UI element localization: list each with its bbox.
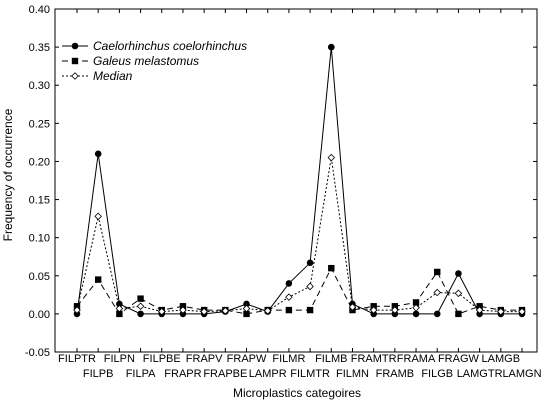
data-point-series-2 xyxy=(327,153,336,162)
x-tick-label: FRAMTR xyxy=(351,353,397,365)
x-tick-label: FILPA xyxy=(126,368,156,380)
x-tick-label: FILMR xyxy=(272,353,305,365)
x-tick-label: FILMN xyxy=(336,368,369,380)
data-point-series-2 xyxy=(242,304,251,313)
legend-label: Median xyxy=(93,69,133,83)
data-point-series-2 xyxy=(115,304,124,313)
data-point-series-2 xyxy=(94,212,102,221)
series-0 xyxy=(73,43,526,318)
data-point-series-1 xyxy=(328,264,335,272)
data-point-series-0 xyxy=(285,280,293,287)
x-tick-label: FRAMB xyxy=(376,368,415,380)
data-point-series-2 xyxy=(497,307,505,316)
data-point-series-1 xyxy=(179,303,187,310)
legend-label: Galeus melastomus xyxy=(93,54,199,68)
data-point-series-1 xyxy=(434,268,441,276)
data-point-series-2 xyxy=(369,306,378,314)
data-point-legend xyxy=(71,72,79,80)
data-point-series-0 xyxy=(327,43,335,51)
x-tick-label: FRAPV xyxy=(186,353,223,365)
data-point-series-1 xyxy=(94,276,102,283)
x-tick-label: FILGB xyxy=(421,368,453,380)
data-point-series-0 xyxy=(433,310,441,318)
data-point-series-2 xyxy=(179,306,187,314)
data-point-series-0 xyxy=(306,259,314,267)
y-tick-label: 0.15 xyxy=(29,195,50,207)
data-point-series-2 xyxy=(157,307,166,316)
legend-item: Galeus melastomus xyxy=(62,54,199,68)
data-point-series-2 xyxy=(391,306,399,314)
x-tick-label: FRAPBE xyxy=(203,368,247,380)
data-point-series-2 xyxy=(263,307,272,315)
data-point-series-2 xyxy=(200,307,208,316)
y-tick-label: 0.10 xyxy=(29,233,50,245)
data-point-series-1 xyxy=(476,303,483,310)
data-point-series-1 xyxy=(73,303,81,310)
series-line xyxy=(76,267,522,315)
data-point-series-2 xyxy=(73,306,81,314)
data-point-series-1 xyxy=(243,310,250,318)
data-point-series-2 xyxy=(433,288,442,297)
data-point-legend xyxy=(71,42,79,50)
data-point-series-2 xyxy=(475,306,484,314)
data-point-series-2 xyxy=(221,307,230,315)
x-tick-label: LAMGN xyxy=(502,368,541,380)
data-point-series-2 xyxy=(348,303,357,311)
data-point-series-2 xyxy=(454,289,463,298)
x-tick-label: FRAGW xyxy=(438,353,480,365)
data-point-series-0 xyxy=(412,310,420,318)
x-tick-label: FRAMA xyxy=(397,353,436,365)
x-tick-label: LAMGTR xyxy=(457,368,503,380)
y-tick-label: 0.40 xyxy=(29,4,50,16)
series-line xyxy=(76,157,522,313)
x-tick-label: FRAPW xyxy=(227,353,267,365)
x-tick-label: FILPB xyxy=(83,368,114,380)
data-point-series-1 xyxy=(285,306,293,314)
y-tick-label: 0.05 xyxy=(29,271,50,283)
x-tick-label: FILMB xyxy=(315,353,347,365)
data-point-series-1 xyxy=(412,299,420,306)
legend-label: Caelorhinchus coelorhinchus xyxy=(93,39,247,53)
data-point-series-1 xyxy=(455,310,462,318)
plot-frame xyxy=(54,8,538,353)
data-point-legend xyxy=(71,57,79,65)
x-tick-label: FRAPR xyxy=(164,368,201,380)
x-axis-title: Microplastics categoires xyxy=(233,386,361,400)
data-point-series-1 xyxy=(116,310,123,318)
y-tick-label: 0.20 xyxy=(29,156,50,168)
y-tick-label: 0.00 xyxy=(29,309,50,321)
data-point-series-2 xyxy=(306,282,314,291)
x-tick-label: FILPTR xyxy=(58,353,96,365)
series-2 xyxy=(73,153,526,316)
y-tick-label: -0.05 xyxy=(25,347,50,359)
data-point-series-2 xyxy=(518,307,526,316)
data-point-series-1 xyxy=(370,303,377,310)
data-point-series-1 xyxy=(306,306,314,314)
data-point-series-2 xyxy=(285,293,293,301)
x-tick-label: LAMGB xyxy=(482,353,521,365)
data-point-series-2 xyxy=(412,304,420,312)
y-tick-label: 0.30 xyxy=(29,80,50,92)
y-axis-title: Frequency of occurrence xyxy=(1,108,15,241)
data-point-series-0 xyxy=(137,310,144,318)
x-tick-label: FILMTR xyxy=(290,368,330,380)
data-point-series-1 xyxy=(137,295,144,302)
y-tick-label: 0.35 xyxy=(29,42,50,54)
x-tick-label: LAMPR xyxy=(249,368,287,380)
x-tick-label: FILPBE xyxy=(143,353,181,365)
y-tick-label: 0.25 xyxy=(29,118,50,130)
data-point-series-0 xyxy=(94,150,102,158)
x-tick-label: FILPN xyxy=(104,353,135,365)
data-point-series-1 xyxy=(391,303,399,310)
legend-item: Caelorhinchus coelorhinchus xyxy=(62,39,247,53)
data-point-series-2 xyxy=(136,302,145,311)
legend-item: Median xyxy=(62,69,133,83)
data-point-series-0 xyxy=(455,270,462,277)
